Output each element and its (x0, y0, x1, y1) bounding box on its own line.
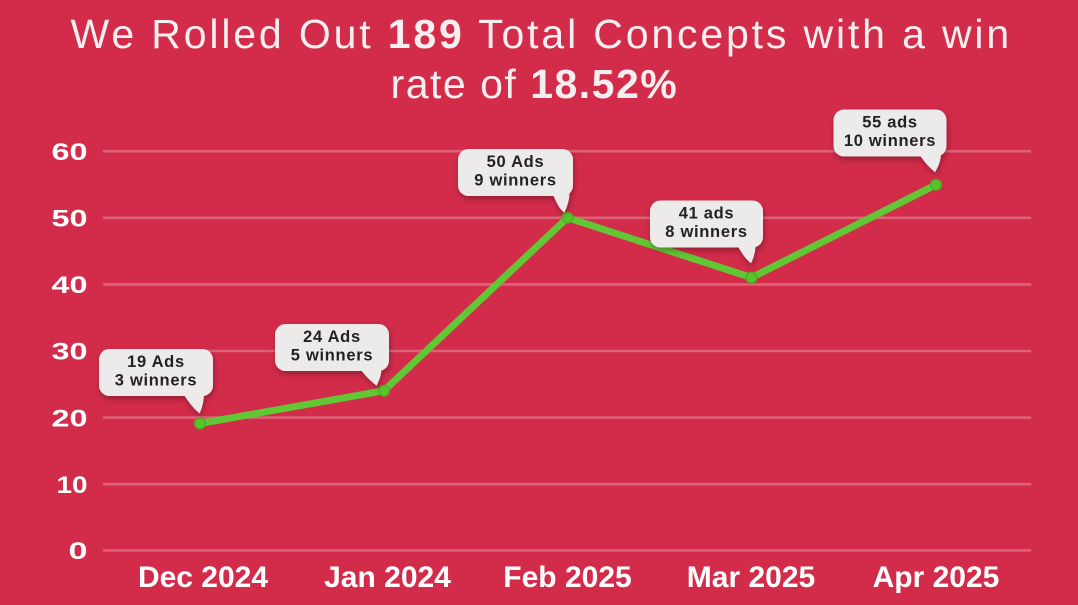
svg-text:Mar 2025: Mar 2025 (687, 561, 815, 594)
svg-text:30: 30 (52, 339, 88, 366)
svg-text:Feb 2025: Feb 2025 (503, 561, 631, 594)
svg-text:19 Ads: 19 Ads (127, 353, 185, 371)
svg-text:10 winners: 10 winners (844, 132, 936, 150)
svg-text:5 winners: 5 winners (291, 347, 373, 365)
svg-text:50 Ads: 50 Ads (487, 153, 545, 171)
svg-text:60: 60 (52, 139, 88, 166)
svg-text:20: 20 (52, 405, 88, 432)
svg-text:0: 0 (69, 538, 88, 565)
svg-text:Dec 2024: Dec 2024 (138, 561, 268, 594)
svg-text:8 winners: 8 winners (665, 223, 747, 241)
svg-text:Apr 2025: Apr 2025 (873, 561, 1000, 594)
svg-text:Jan 2024: Jan 2024 (324, 561, 451, 594)
svg-text:9 winners: 9 winners (474, 172, 556, 190)
svg-text:41 ads: 41 ads (679, 205, 735, 223)
svg-text:24 Ads: 24 Ads (303, 328, 361, 346)
svg-text:55 ads: 55 ads (862, 114, 918, 132)
svg-text:10: 10 (57, 472, 88, 499)
svg-text:3 winners: 3 winners (115, 372, 197, 390)
svg-text:50: 50 (52, 206, 88, 233)
svg-text:40: 40 (52, 272, 88, 299)
